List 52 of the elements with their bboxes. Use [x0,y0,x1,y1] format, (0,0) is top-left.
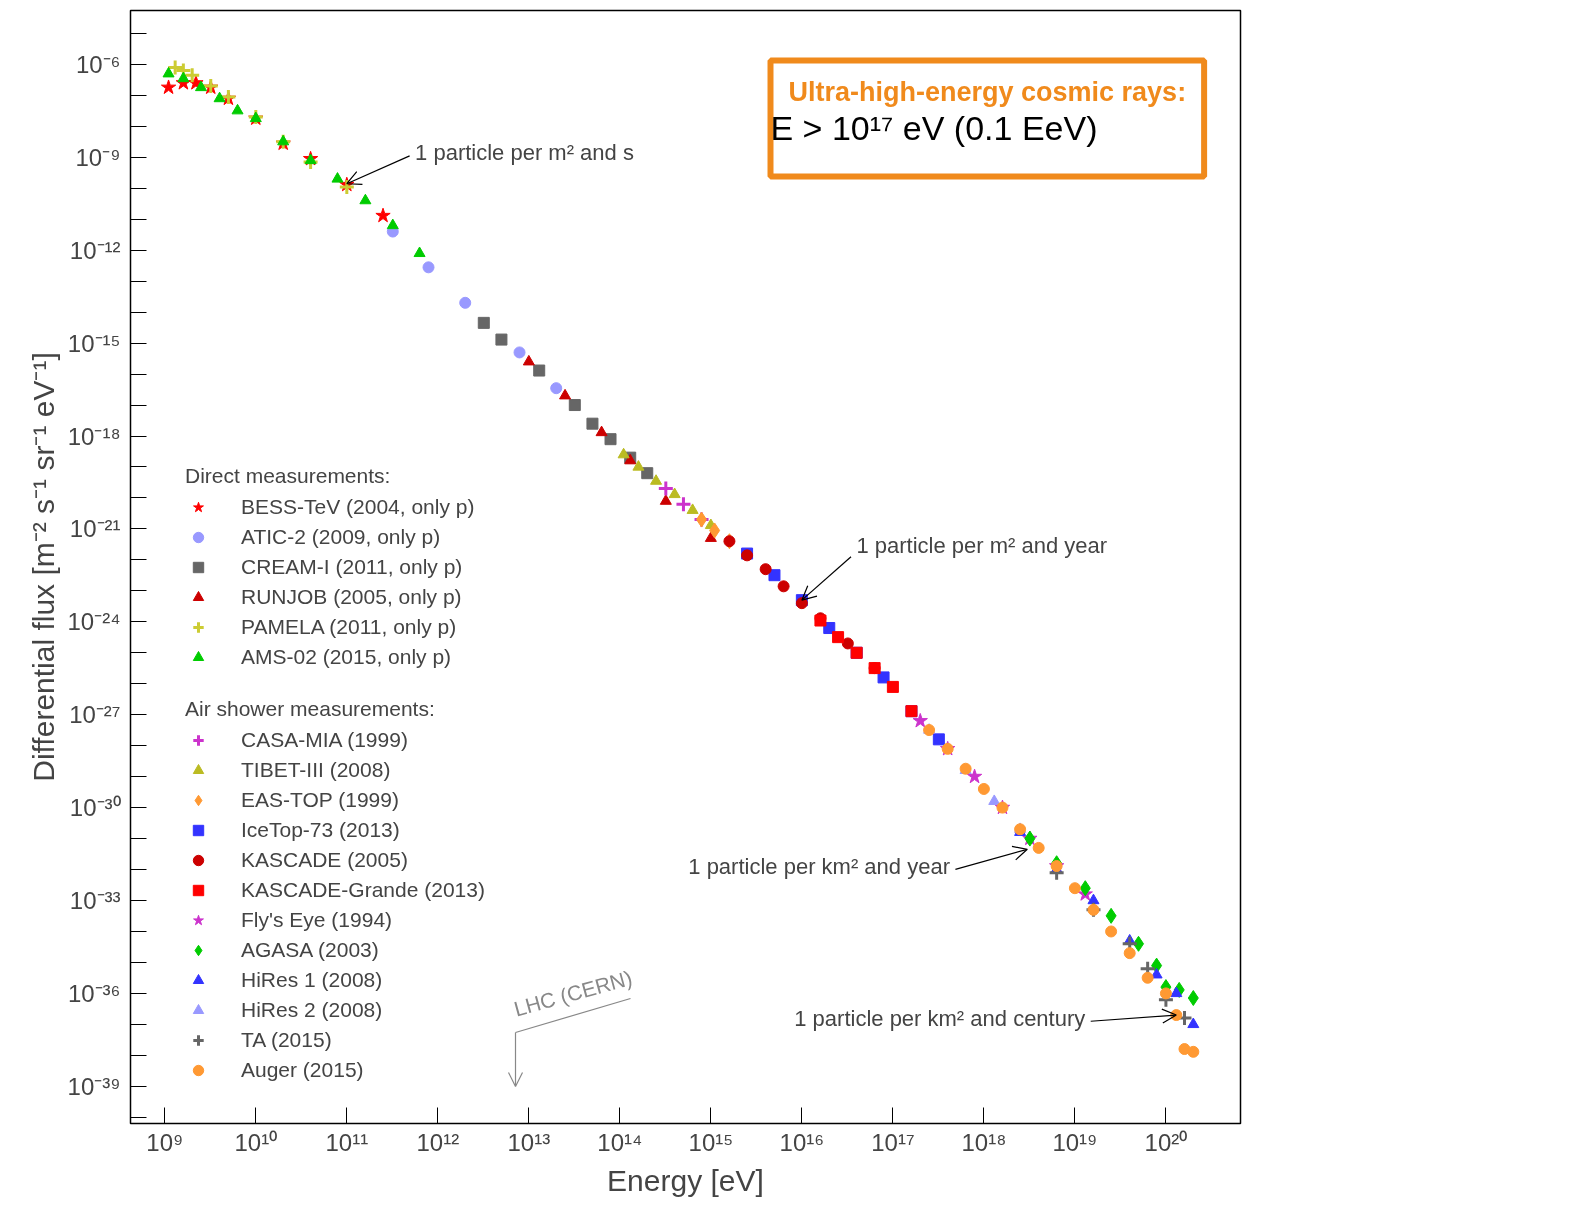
x-tick-label: 10¹⁵ [688,1128,734,1156]
x-tick-label: 10¹¹ [325,1128,369,1156]
legend-label: BESS-TeV (2004, only p) [241,494,475,521]
annotation: 1 particle per m² and year [856,533,1108,559]
annotation: 1 particle per km² and century [794,1005,1086,1031]
legend-label: AMS-02 (2015, only p) [241,644,452,671]
legend-label: TA (2015) [241,1027,332,1053]
legend-label: TIBET-III (2008) [241,757,391,783]
x-tick-label: 10²⁰ [1144,1128,1188,1156]
text: Air shower measurements: [185,697,435,720]
legend-label: PAMELA (2011, only p) [241,614,457,641]
y-tick-label: 10⁻¹² [69,236,121,264]
legend-label: AGASA (2003) [241,937,379,963]
x-tick-label: 10¹⁶ [779,1128,825,1156]
legend-label: ATIC-2 (2009, only p) [241,524,441,551]
y-tick-label: 10⁻¹⁸ [67,422,121,450]
x-tick-label: 10⁹ [146,1128,184,1156]
y-tick-label: 10⁻³⁶ [67,979,121,1007]
y-tick-label: 10⁻³⁹ [67,1072,121,1100]
legend-label: KASCADE (2005) [241,847,408,873]
x-tick-label: 10¹⁹ [1052,1128,1098,1156]
y-tick-label: 10⁻⁶ [75,50,121,78]
y-axis-title: Differential flux [m⁻² s⁻¹ sr⁻¹ eV⁻¹] [26,352,60,782]
legend-label: HiRes 1 (2008) [241,967,383,993]
y-tick-label: 10⁻²¹ [69,515,121,543]
annotation: E > 10¹⁷ eV (0.1 EeV) [770,108,1098,147]
legend-label: CASA-MIA (1999) [241,727,408,753]
x-tick-label: 10¹⁷ [871,1128,915,1156]
annotation: Ultra-high-energy cosmic rays: [788,76,1187,107]
y-tick-label: 10⁻³³ [69,887,121,915]
legend-label: Fly's Eye (1994) [241,907,393,933]
annotation: 1 particle per m² and s [415,140,634,166]
legend-label: HiRes 2 (2008) [241,997,383,1023]
legend-label: CREAM-I (2011, only p) [241,554,463,581]
x-tick-label: 10¹³ [507,1128,551,1156]
x-tick-label: 10¹⁴ [597,1128,643,1156]
y-tick-label: 10⁻²⁴ [67,608,121,636]
x-axis-title: Energy [eV] [607,1163,764,1197]
y-tick-label: 10⁻⁹ [75,143,121,171]
x-tick-label: 10¹⁸ [961,1128,1007,1156]
x-tick-label: 10¹⁰ [234,1128,278,1156]
legend-label: IceTop-73 (2013) [241,817,400,843]
legend-label: RUNJOB (2005, only p) [241,584,462,611]
y-tick-label: 10⁻³⁰ [69,794,121,822]
legend-label: EAS-TOP (1999) [241,787,399,813]
y-tick-label: 10⁻¹⁵ [67,329,121,357]
annotation: 1 particle per km² and year [688,853,950,879]
y-tick-label: 10⁻²⁷ [69,701,121,729]
legend-label: Auger (2015) [241,1057,364,1083]
text: Direct measurements: [185,464,391,488]
x-tick-label: 10¹² [416,1128,460,1156]
legend-label: KASCADE-Grande (2013) [241,877,485,903]
